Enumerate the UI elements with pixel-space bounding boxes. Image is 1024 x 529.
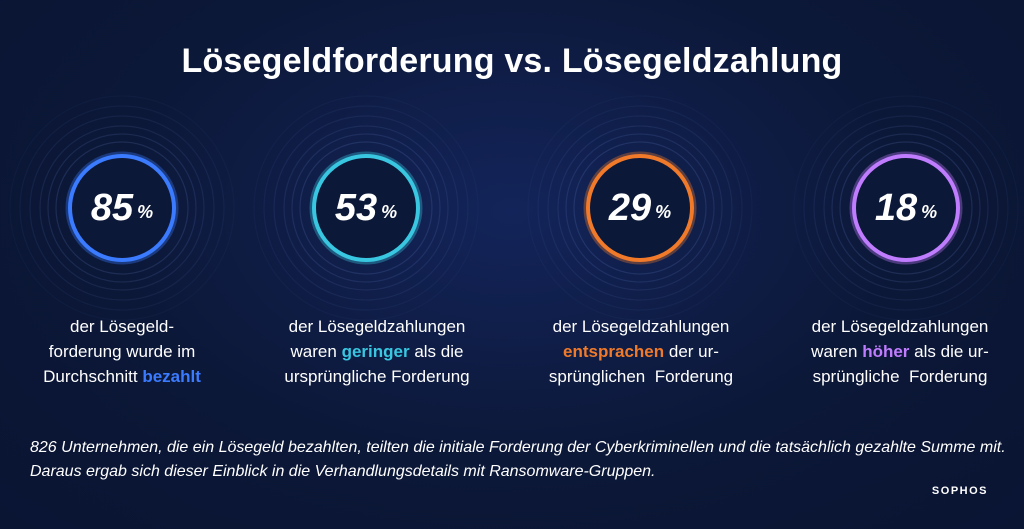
stat-caption-2: der Lösegeldzahlungen waren geringer als… [252,314,502,389]
decorative-ring [19,105,225,311]
decorative-ring [47,133,197,283]
decorative-ring [55,141,189,275]
stat-number: 29 [608,186,652,229]
stat-circle-3: 29 % [520,88,760,328]
ring-graphic [527,95,753,321]
caption-text: der Lösegeldzahlungen [552,317,730,336]
decorative-ring [263,105,469,311]
caption-highlight: entsprachen [563,342,665,361]
caption-text: als die ur- sprüngliche Forderung [812,342,989,386]
decorative-ring [839,141,973,275]
stat-value: 53 % [246,88,486,328]
accent-ring [852,154,960,262]
stat-circle-1: 85 % [2,88,242,328]
decorative-ring [253,95,479,321]
stat-value: 29 % [520,88,760,328]
stat-circle-2: 53 % [246,88,486,328]
decorative-ring [299,141,433,275]
stat-unit: % [137,201,154,222]
stat-caption-4: der Lösegeldzahlungen waren höher als di… [775,314,1024,389]
decorative-ring [823,125,989,291]
decorative-ring [547,115,733,301]
decorative-ring [273,115,459,301]
caption-highlight: bezahlt [142,367,201,386]
stat-number: 18 [874,186,918,229]
decorative-ring [537,105,743,311]
ring-graphic [253,95,479,321]
footnote: 826 Unternehmen, die ein Lösegeld bezahl… [30,439,1006,480]
decorative-ring [283,125,449,291]
decorative-ring [831,133,981,283]
caption-text: der ur- sprünglichen Forderung [548,342,734,386]
stat-value: 18 % [786,88,1024,328]
page-title: Lösegeldforderung vs. Lösegeldzahlung [181,42,843,80]
stat-circle-4: 18 % [786,88,1024,328]
sophos-logo: SOPHOS [931,485,988,497]
stat-unit: % [655,201,672,222]
decorative-ring [793,95,1019,321]
accent-ring [312,154,420,262]
stat-unit: % [921,201,938,222]
stat-caption-1: der Lösegeld- forderung wurde im Durchsc… [0,314,247,389]
caption-text: der Lösegeldzahlungen waren [288,317,466,361]
decorative-ring [565,133,715,283]
stat-number: 85 [90,186,134,229]
decorative-ring [803,105,1009,311]
decorative-ring [573,141,707,275]
decorative-ring [29,115,215,301]
accent-ring [586,154,694,262]
caption-text: als die ursprüngliche Forderung [284,342,470,386]
decorative-ring [813,115,999,301]
caption-text: der Lösegeld- forderung wurde im Durchsc… [43,317,196,386]
ring-graphic [793,95,1019,321]
decorative-ring [291,133,441,283]
stat-value: 85 % [2,88,242,328]
accent-ring [68,154,176,262]
stat-caption-3: der Lösegeldzahlungen entsprachen der ur… [516,314,766,389]
caption-highlight: geringer [341,342,410,361]
caption-text: der Lösegeldzahlungen waren [811,317,989,361]
stat-unit: % [381,201,398,222]
decorative-ring [557,125,723,291]
caption-highlight: höher [862,342,910,361]
decorative-ring [527,95,753,321]
ring-graphic [9,95,235,321]
decorative-ring [9,95,235,321]
decorative-ring [39,125,205,291]
stat-number: 53 [334,186,378,229]
